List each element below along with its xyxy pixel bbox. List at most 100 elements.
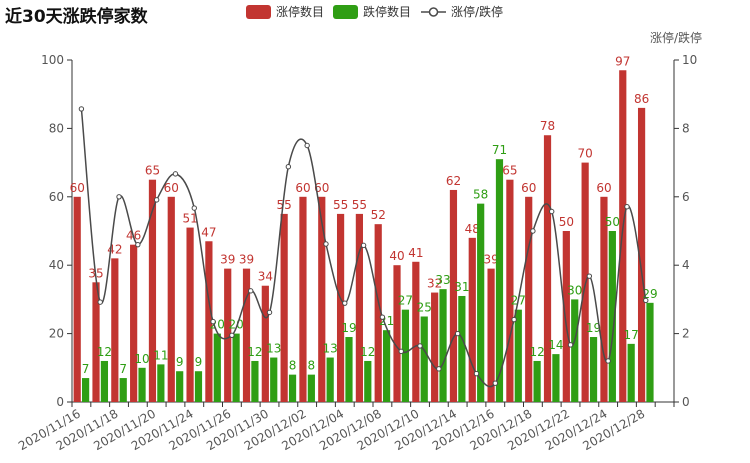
bar-limit-up [111, 258, 119, 402]
bar-limit-up [318, 196, 326, 402]
ratio-point [605, 358, 611, 364]
bar-label-limit-down: 7 [82, 362, 90, 376]
bar-label-limit-down: 17 [624, 328, 639, 342]
y-right-tick-label: 4 [682, 258, 690, 272]
bar-label-limit-up: 60 [314, 181, 329, 195]
bar-label-limit-down: 9 [195, 355, 203, 369]
y-left-tick-label: 100 [41, 53, 64, 67]
bar-limit-up [374, 224, 382, 402]
y-left-tick-label: 60 [49, 190, 64, 204]
bar-label-limit-down: 10 [134, 352, 149, 366]
bar-limit-up [393, 265, 401, 402]
bar-limit-up [148, 179, 157, 402]
bar-limit-up [224, 268, 232, 402]
y-left-tick-label: 20 [49, 327, 64, 341]
legend-label-ratio: 涨停/跌停 [451, 4, 503, 19]
ratio-point [229, 332, 235, 339]
bar-label-limit-up: 55 [277, 198, 292, 212]
bar-limit-down [514, 309, 522, 402]
ratio-point [586, 273, 593, 279]
bar-limit-up [487, 268, 495, 402]
y-right-tick-label: 2 [682, 327, 690, 341]
bar-limit-up [299, 196, 307, 402]
ratio-point [191, 205, 197, 211]
bar-label-limit-up: 97 [615, 54, 630, 68]
y-left-tick-label: 40 [49, 258, 64, 272]
ratio-point [492, 380, 498, 386]
bar-limit-up [600, 196, 608, 402]
bar-label-limit-down: 12 [97, 345, 112, 359]
ratio-point [473, 370, 480, 377]
bar-limit-up [205, 241, 213, 402]
bar-label-limit-up: 52 [371, 208, 386, 222]
ratio-point [624, 204, 630, 210]
bar-label-limit-up: 39 [220, 253, 235, 267]
bar-label-limit-up: 47 [201, 225, 216, 239]
bar-label-limit-up: 86 [634, 92, 649, 106]
bar-limit-up [543, 135, 552, 403]
ratio-point [97, 299, 103, 305]
bar-limit-down [100, 360, 109, 402]
ratio-point [511, 316, 517, 323]
ratio-point [530, 228, 536, 234]
bar-limit-down [138, 367, 146, 402]
bar-limit-up [242, 268, 251, 402]
chart-title: 近30天涨跌停家数 [5, 7, 148, 27]
bar-label-limit-down: 12 [360, 345, 375, 359]
bar-label-limit-down: 30 [567, 283, 582, 297]
bar-label-limit-down: 71 [492, 143, 507, 157]
bar-limit-down [364, 360, 372, 402]
ratio-point [135, 241, 141, 248]
bar-limit-down [326, 357, 334, 402]
bar-limit-down [176, 371, 184, 402]
bar-label-limit-down: 9 [176, 355, 184, 369]
bar-label-limit-up: 50 [559, 215, 574, 229]
bar-limit-down [646, 302, 654, 402]
bar-limit-up [412, 261, 420, 402]
bar-label-limit-up: 51 [182, 212, 197, 226]
bar-limit-up [130, 244, 138, 402]
bar-label-limit-up: 60 [164, 181, 179, 195]
bar-label-limit-up: 78 [540, 119, 555, 133]
ratio-point [549, 208, 555, 215]
bar-limit-up [506, 179, 514, 402]
ratio-point [398, 348, 404, 355]
ratio-point [172, 171, 179, 177]
legend-label-limit-down: 跌停数目 [363, 4, 411, 19]
ratio-point [266, 309, 273, 316]
bar-limit-down [270, 357, 278, 402]
bar-label-limit-up: 65 [502, 164, 517, 178]
bar-limit-up [525, 196, 533, 402]
legend-swatch-limit-up [246, 5, 271, 19]
bar-limit-up [92, 282, 100, 402]
bar-limit-down [383, 330, 391, 402]
legend-label-limit-up: 涨停数目 [276, 4, 324, 19]
ratio-point [454, 330, 461, 337]
bar-limit-down [495, 159, 504, 402]
bar-label-limit-up: 60 [70, 181, 85, 195]
bar-limit-down [307, 374, 315, 402]
bar-label-limit-down: 29 [642, 287, 657, 301]
legend-marker-ratio [428, 7, 439, 17]
bar-limit-up [637, 107, 646, 402]
bar-limit-up [449, 189, 458, 402]
bar-label-limit-up: 39 [239, 253, 254, 267]
bar-label-limit-down: 31 [454, 280, 469, 294]
bar-limit-up [186, 227, 194, 402]
bar-limit-down [213, 333, 221, 402]
bar-label-limit-down: 8 [289, 359, 297, 373]
bar-label-limit-down: 19 [341, 321, 356, 335]
bar-label-limit-down: 8 [308, 359, 316, 373]
bar-limit-down [345, 337, 353, 402]
ratio-point [323, 241, 329, 247]
bar-label-limit-up: 65 [145, 164, 160, 178]
bar-limit-up [431, 292, 439, 402]
bar-limit-down [251, 360, 259, 402]
bar-label-limit-down: 50 [605, 215, 620, 229]
ratio-point [379, 314, 386, 320]
bar-label-limit-up: 60 [596, 181, 611, 195]
bar-label-limit-up: 34 [258, 270, 273, 284]
y-left-tick-label: 0 [56, 395, 64, 409]
bar-label-limit-up: 32 [427, 277, 442, 291]
